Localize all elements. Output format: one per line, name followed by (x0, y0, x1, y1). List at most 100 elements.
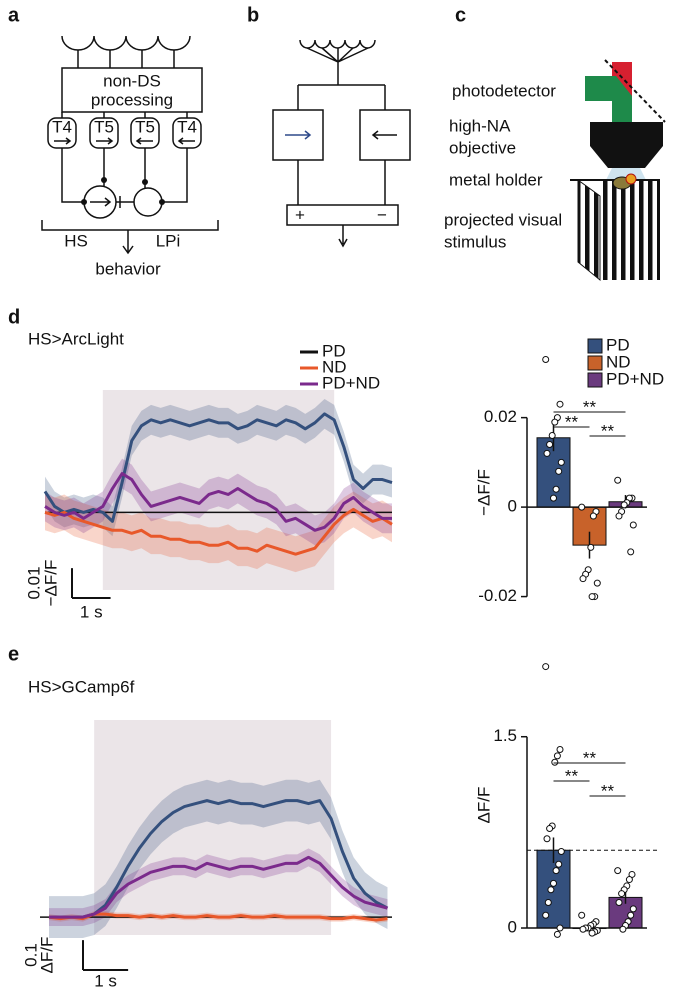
diagram-shape (61, 112, 188, 118)
y-tick-label: 1.5 (493, 726, 517, 745)
data-point (625, 876, 633, 884)
y-tick-label: 0 (508, 497, 517, 516)
data-point (553, 930, 561, 938)
trace (49, 855, 388, 919)
y-scalebar-label: 0.01 (24, 566, 43, 599)
neuron-label: LPi (156, 231, 181, 250)
y-tick-label: 0.02 (484, 407, 517, 426)
legend-swatch (587, 372, 603, 388)
data-point (620, 501, 628, 509)
significance-label: ** (601, 781, 615, 800)
data-point (557, 847, 565, 855)
x-scalebar-label: 1 s (80, 602, 103, 621)
diagram-shape (338, 225, 348, 248)
data-point (578, 503, 586, 511)
legend-label: PD (606, 335, 630, 354)
setup-label: high-NA (449, 116, 511, 135)
data-point (614, 867, 622, 875)
cell-label: T5 (135, 117, 155, 136)
data-point (543, 449, 551, 457)
trace (43, 412, 393, 523)
diagram-shape (297, 160, 386, 205)
data-point (556, 400, 564, 408)
diagram-shape (590, 122, 663, 168)
significance-label: ** (601, 421, 615, 440)
y-scalebar-unit: −ΔF/F (41, 560, 60, 607)
data-point (552, 867, 560, 875)
diagram-c: photodetector high-NA objective metal ho… (444, 59, 666, 282)
legend-swatch (587, 355, 603, 371)
legend-label: PD (322, 341, 346, 360)
data-point (618, 890, 626, 898)
y-tick-label: 0 (508, 917, 517, 936)
data-point (555, 467, 563, 475)
diagram-shape (371, 130, 397, 140)
legend-label: PD+ND (322, 373, 380, 392)
data-point (588, 929, 596, 937)
diagram-shape (101, 177, 107, 183)
data-point (542, 911, 550, 919)
diagram-shape (90, 197, 112, 207)
diagram-shape (41, 220, 219, 255)
chart-title: HS>GCamp6f (28, 677, 135, 696)
diagram-shape (77, 50, 175, 68)
data-point (542, 355, 550, 363)
diagram-shape (604, 59, 666, 123)
data-point (550, 879, 557, 887)
data-point (627, 548, 635, 556)
diagram-shape (133, 187, 163, 217)
data-point (629, 521, 637, 529)
data-point (546, 440, 554, 448)
data-point (544, 899, 552, 907)
data-point (579, 575, 587, 583)
data-point (593, 579, 601, 587)
setup-label: projected visual (444, 210, 562, 229)
diagram-shape (61, 67, 203, 113)
data-point (552, 485, 560, 493)
significance-label: ** (583, 397, 597, 416)
diagram-shape (142, 179, 148, 185)
diagram-shape (83, 185, 117, 219)
panel-label: e (8, 643, 19, 665)
stimulus-shading (94, 720, 332, 935)
data-point (543, 835, 551, 843)
data-point (556, 924, 564, 932)
panel-label: d (8, 306, 20, 328)
data-point (629, 905, 637, 913)
panel-label: a (8, 4, 20, 26)
panel-label: b (247, 4, 259, 26)
data-point (553, 752, 561, 760)
diagram-shape (600, 180, 660, 280)
significance-label: ** (565, 766, 579, 785)
setup-label: stimulus (444, 232, 506, 251)
trace (44, 472, 392, 532)
diagram-shape (61, 148, 188, 208)
sem-band (49, 848, 388, 927)
data-point (578, 911, 586, 919)
setup-label: metal holder (449, 170, 543, 189)
y-axis-label: ΔF/F (474, 787, 493, 824)
sign: − (377, 205, 387, 224)
data-point (579, 925, 587, 933)
data-point (542, 663, 550, 671)
diagram-shape (625, 173, 637, 185)
data-point (588, 593, 596, 601)
panel-label: c (455, 4, 466, 26)
y-tick-label: -0.02 (478, 586, 517, 605)
sem-band (49, 779, 388, 938)
data-point (587, 543, 595, 551)
data-point (627, 911, 635, 919)
diagram-shape (61, 35, 191, 51)
diagram-shape (285, 130, 312, 140)
trace (49, 799, 389, 919)
box-label: processing (91, 90, 173, 109)
box-label: non-DS (103, 71, 161, 90)
y-scalebar-label: 0.1 (21, 943, 40, 967)
diagram-shape (297, 47, 386, 110)
data-point (546, 825, 554, 833)
data-point (548, 432, 556, 440)
data-point (615, 899, 623, 907)
data-point (550, 494, 557, 502)
neuron-label: HS (64, 231, 88, 250)
